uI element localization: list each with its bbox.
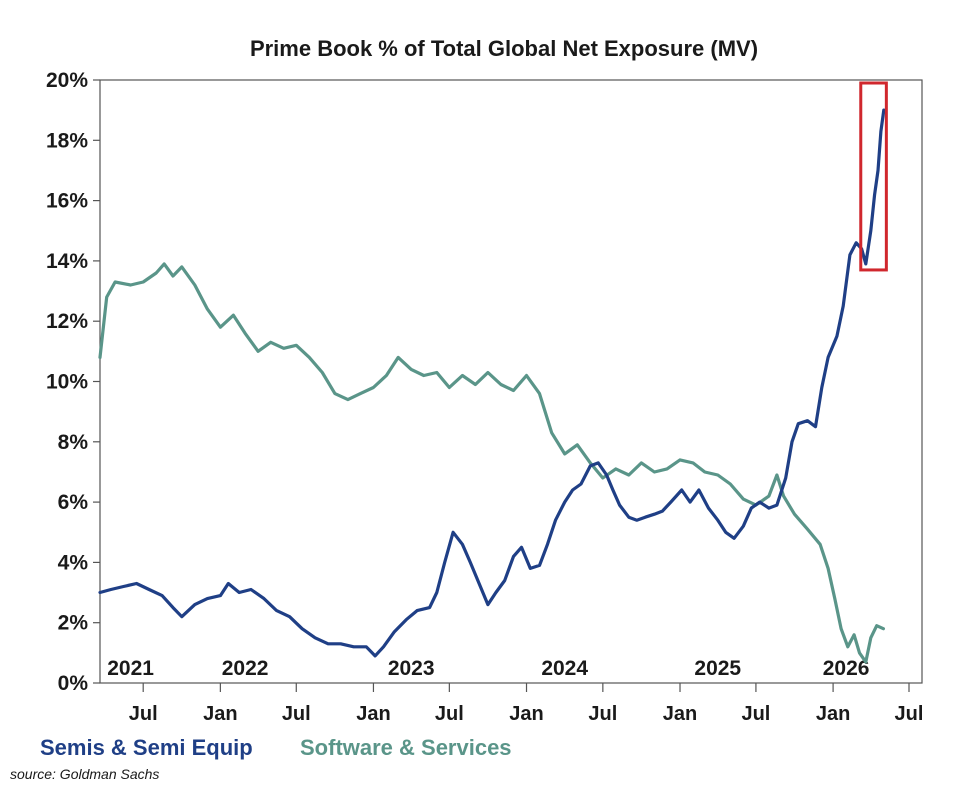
y-tick-label: 12%: [46, 310, 88, 333]
series-line-software: [98, 262, 885, 664]
series-line-semis: [98, 108, 886, 658]
y-tick-label: 2%: [58, 612, 89, 635]
x-tick-label: Jan: [816, 703, 850, 725]
x-tick-label: Jan: [203, 703, 237, 725]
y-tick-label: 16%: [46, 190, 88, 213]
year-label: 2022: [222, 657, 269, 680]
highlight-box: [859, 81, 888, 272]
x-tick-label: Jul: [282, 703, 311, 725]
x-axis: Jul Jan Jul Jan Jul Jan Jul Jan Jul Jan Jul: [129, 683, 924, 725]
year-labels: 2021 2022 2023 2024 2025 2026: [107, 657, 869, 680]
legend-semis: Semis & Semi Equip: [40, 735, 253, 760]
legend-software: Software & Services: [300, 735, 512, 760]
x-tick-label: Jul: [588, 703, 617, 725]
x-tick-label: Jan: [356, 703, 390, 725]
y-tick-label: 20%: [46, 69, 88, 92]
series-layer: [98, 108, 886, 664]
x-tick-label: Jul: [129, 703, 158, 725]
y-tick-label: 10%: [46, 371, 88, 394]
x-tick-label: Jul: [741, 703, 770, 725]
x-tick-label: Jul: [435, 703, 464, 725]
year-label: 2026: [823, 657, 870, 680]
year-label: 2024: [541, 657, 588, 680]
year-label: 2023: [388, 657, 435, 680]
y-tick-label: 0%: [58, 672, 89, 695]
y-axis: 0% 2% 4% 6% 8% 10% 12% 14% 16% 18% 20%: [46, 69, 100, 695]
y-tick-label: 14%: [46, 250, 88, 273]
year-label: 2021: [107, 657, 154, 680]
year-label: 2025: [694, 657, 741, 680]
y-tick-label: 8%: [58, 431, 89, 454]
x-tick-label: Jan: [663, 703, 697, 725]
y-tick-label: 18%: [46, 129, 88, 152]
y-tick-label: 4%: [58, 551, 89, 574]
source-note: source: Goldman Sachs: [10, 766, 160, 782]
x-tick-label: Jan: [509, 703, 543, 725]
chart-title: Prime Book % of Total Global Net Exposur…: [250, 36, 758, 61]
x-tick-label: Jul: [895, 703, 924, 725]
y-tick-label: 6%: [58, 491, 89, 514]
